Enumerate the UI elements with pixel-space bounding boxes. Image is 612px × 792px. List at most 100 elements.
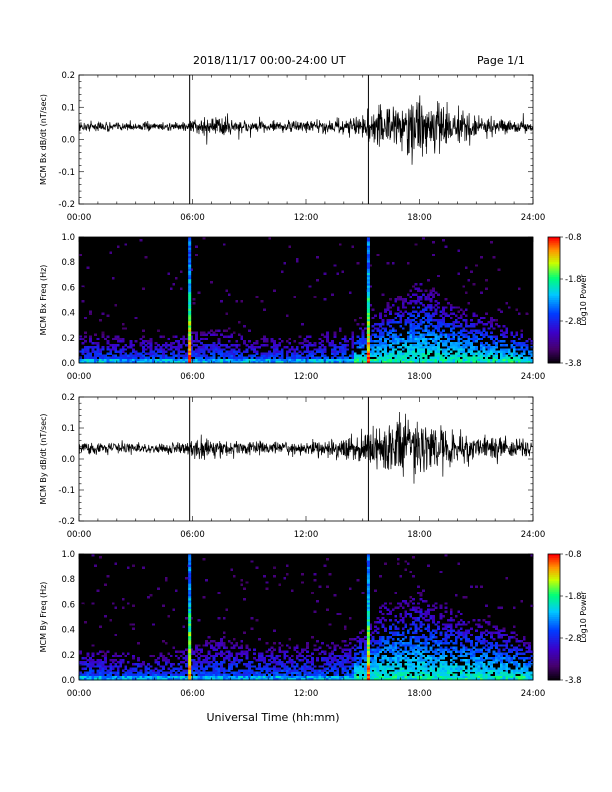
spectrogram-cell bbox=[212, 671, 216, 674]
spectrogram-cell bbox=[520, 360, 524, 364]
spectrogram-cell bbox=[414, 671, 418, 674]
spectrogram-cell bbox=[200, 671, 203, 674]
spectrogram-cell bbox=[361, 650, 365, 653]
spectrogram-cell bbox=[192, 302, 196, 305]
spectrogram-cell bbox=[265, 665, 269, 668]
spectrogram-cell bbox=[131, 627, 135, 630]
spectrogram-cell bbox=[147, 346, 150, 349]
spectrogram-cell bbox=[439, 669, 443, 672]
spectrogram-cell bbox=[255, 352, 259, 355]
spectrogram-cell bbox=[232, 358, 236, 362]
spectrogram-cell bbox=[207, 663, 211, 666]
spectrogram-cell bbox=[242, 358, 246, 362]
spectrogram-cell bbox=[482, 329, 486, 332]
spectrogram-cell bbox=[449, 633, 453, 637]
spectrogram-cell bbox=[268, 669, 271, 672]
spectrogram-cell bbox=[353, 318, 357, 322]
spectrogram-cell bbox=[472, 354, 476, 357]
spectrogram-cell bbox=[364, 654, 367, 658]
spectrogram-cell bbox=[515, 633, 519, 637]
spectrogram-cell bbox=[235, 346, 239, 349]
spectrogram-cell bbox=[515, 675, 519, 679]
spectrogram-cell bbox=[457, 337, 461, 341]
spectrogram-cell bbox=[454, 325, 458, 328]
spectrogram-cell bbox=[210, 329, 213, 332]
spectrogram-cell bbox=[449, 333, 453, 336]
spectrogram-cell bbox=[207, 356, 211, 360]
spectrogram-cell bbox=[306, 356, 309, 360]
spectrogram-cell bbox=[121, 348, 125, 351]
spectrogram-cell bbox=[285, 665, 289, 668]
spectrogram-cell bbox=[237, 673, 241, 677]
colorbar-swatch bbox=[548, 342, 560, 345]
spectrogram-cell bbox=[364, 337, 367, 341]
spectrogram-cell bbox=[247, 346, 251, 349]
spectrogram-cell bbox=[293, 669, 297, 672]
spectrogram-cell bbox=[225, 329, 229, 332]
spectrogram-cell bbox=[121, 354, 125, 357]
spectrogram-cell bbox=[492, 358, 496, 362]
spectrogram-cell bbox=[376, 650, 380, 653]
spectrogram-cell bbox=[353, 652, 357, 656]
spectrogram-cell bbox=[351, 344, 355, 347]
broadband-cell bbox=[366, 237, 370, 240]
spectrogram-cell bbox=[134, 358, 138, 362]
spectrogram-cell bbox=[381, 342, 385, 345]
spectrogram-cell bbox=[152, 358, 155, 362]
spectrogram-cell bbox=[119, 360, 123, 364]
spectrogram-cell bbox=[96, 346, 100, 349]
spectrogram-cell bbox=[207, 331, 211, 334]
spectrogram-cell bbox=[207, 350, 211, 353]
spectrogram-cell bbox=[437, 323, 440, 326]
spectrogram-cell bbox=[89, 339, 92, 343]
spectrogram-cell bbox=[265, 587, 269, 590]
spectrogram-cell bbox=[447, 648, 451, 651]
spectrogram-cell bbox=[197, 673, 201, 677]
spectrogram-cell bbox=[444, 360, 448, 364]
spectrogram-cell bbox=[404, 614, 408, 618]
spectrogram-cell bbox=[424, 329, 428, 332]
spectrogram-cell bbox=[91, 659, 95, 662]
spectrogram-cell bbox=[346, 659, 350, 662]
spectrogram-cell bbox=[192, 360, 196, 364]
spectrogram-cell bbox=[527, 671, 531, 674]
spectrogram-cell bbox=[129, 360, 133, 364]
spectrogram-cell bbox=[99, 663, 102, 666]
spectrogram-cell bbox=[205, 360, 208, 364]
spectrogram-cell bbox=[447, 360, 451, 364]
spectrogram-cell bbox=[303, 350, 307, 353]
spectrogram-cell bbox=[391, 631, 395, 635]
spectrogram-cell bbox=[255, 667, 259, 670]
spectrogram-cell bbox=[101, 663, 105, 666]
spectrogram-cell bbox=[411, 318, 415, 322]
spectrogram-cell bbox=[469, 348, 473, 351]
spectrogram-cell bbox=[222, 352, 226, 355]
spectrogram-cell bbox=[202, 358, 206, 362]
spectrogram-cell bbox=[401, 356, 405, 360]
spectrogram-cell bbox=[202, 659, 206, 662]
spectrogram-cell bbox=[240, 356, 244, 360]
spectrogram-cell bbox=[99, 650, 102, 653]
spectrogram-cell bbox=[263, 656, 266, 660]
spectrogram-cell bbox=[454, 656, 458, 660]
spectrogram-cell bbox=[240, 335, 244, 339]
spectrogram-cell bbox=[472, 356, 476, 360]
spectrogram-cell bbox=[439, 310, 443, 313]
spectrogram-cell bbox=[437, 648, 440, 651]
spectrogram-cell bbox=[227, 354, 231, 357]
spectrogram-cell bbox=[192, 665, 196, 668]
spectrogram-cell bbox=[94, 675, 97, 679]
spectrogram-cell bbox=[172, 608, 176, 611]
spectrogram-cell bbox=[409, 570, 413, 574]
spectrogram-cell bbox=[200, 342, 203, 345]
spectrogram-cell bbox=[81, 667, 85, 670]
spectrogram-cell bbox=[268, 352, 271, 355]
spectrogram-cell bbox=[169, 348, 173, 351]
spectrogram-cell bbox=[469, 331, 473, 334]
spectrogram-cell bbox=[197, 360, 201, 364]
broadband-cell bbox=[366, 314, 370, 318]
spectrogram-cell bbox=[497, 650, 501, 653]
spectrogram-cell bbox=[333, 675, 337, 679]
spectrogram-cell bbox=[295, 258, 299, 261]
spectrogram-cell bbox=[154, 354, 158, 357]
